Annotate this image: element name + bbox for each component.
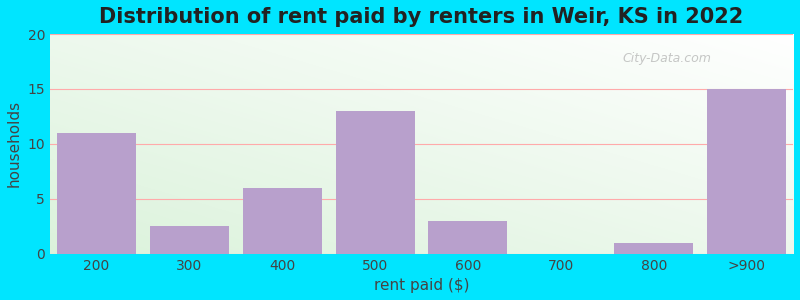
Bar — [707, 89, 786, 254]
Title: Distribution of rent paid by renters in Weir, KS in 2022: Distribution of rent paid by renters in … — [99, 7, 744, 27]
Bar — [242, 188, 322, 254]
Bar — [336, 111, 414, 254]
Bar — [150, 226, 229, 253]
X-axis label: rent paid ($): rent paid ($) — [374, 278, 470, 293]
Text: City-Data.com: City-Data.com — [622, 52, 711, 64]
Bar — [614, 243, 694, 254]
Bar — [57, 133, 136, 254]
Y-axis label: households: households — [7, 100, 22, 188]
Bar — [429, 221, 507, 253]
